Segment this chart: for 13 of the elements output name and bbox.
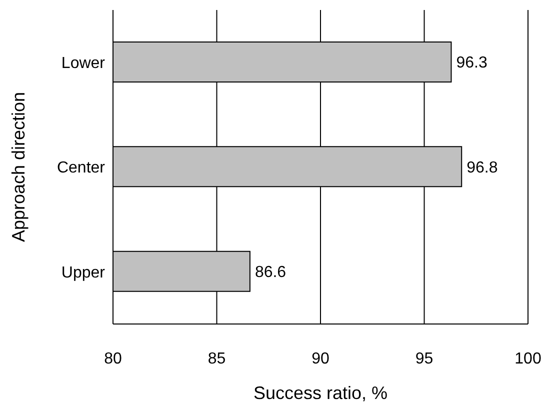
data-label: 96.8 (466, 159, 498, 176)
x-tick-label: 85 (208, 350, 226, 368)
x-tick-label: 95 (415, 350, 434, 368)
y-tick-label: Upper (61, 264, 106, 282)
y-axis-title: Approach direction (8, 92, 28, 242)
data-label: 86.6 (254, 264, 286, 282)
y-tick-label: Center (56, 160, 106, 177)
x-tick-label: 90 (312, 350, 330, 368)
data-label: 96.3 (456, 54, 488, 72)
y-tick-label: Lower (61, 55, 106, 72)
x-tick-label: 80 (104, 350, 122, 368)
x-axis-title: Success ratio, % (253, 383, 388, 403)
x-tick-label: 100 (514, 350, 542, 368)
